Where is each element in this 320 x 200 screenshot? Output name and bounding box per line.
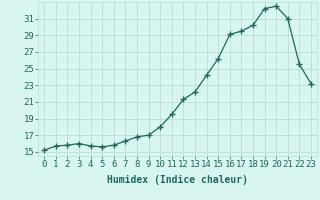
X-axis label: Humidex (Indice chaleur): Humidex (Indice chaleur) [107, 175, 248, 185]
